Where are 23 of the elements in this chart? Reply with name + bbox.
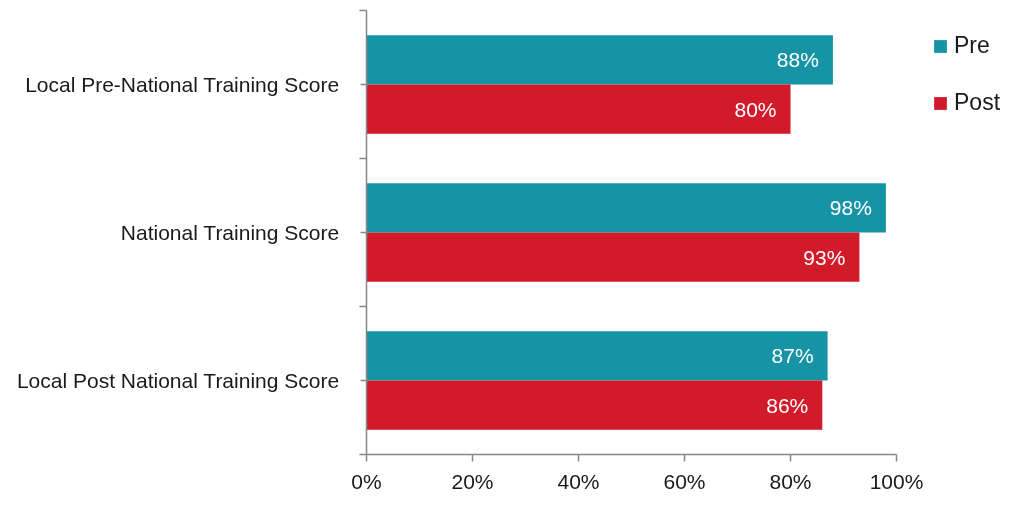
x-tick-label: 80% (769, 469, 812, 493)
x-tick-label: 40% (557, 469, 600, 493)
bar (366, 232, 860, 282)
x-tick-label: 100% (869, 469, 924, 493)
data-label: 93% (803, 245, 846, 269)
y-tick-label: National Training Score (120, 221, 340, 244)
x-tick-label: 20% (451, 469, 494, 493)
data-label: 88% (776, 48, 819, 72)
bar (366, 331, 828, 381)
legend-label: Post (954, 89, 1001, 116)
data-label: 87% (771, 344, 814, 368)
x-tick-label: 0% (351, 469, 382, 493)
bar (366, 380, 823, 430)
data-label: 86% (766, 393, 809, 417)
data-label: 98% (829, 196, 872, 220)
legend-label: Pre (954, 32, 990, 59)
x-tick-label: 60% (663, 469, 706, 493)
y-tick-label: Local Pre-National Training Score (25, 73, 340, 96)
bar (366, 183, 886, 233)
bar (366, 84, 791, 134)
bar (366, 35, 833, 85)
y-tick-label: Local Post National Training Score (16, 369, 340, 392)
data-label: 80% (734, 97, 777, 121)
